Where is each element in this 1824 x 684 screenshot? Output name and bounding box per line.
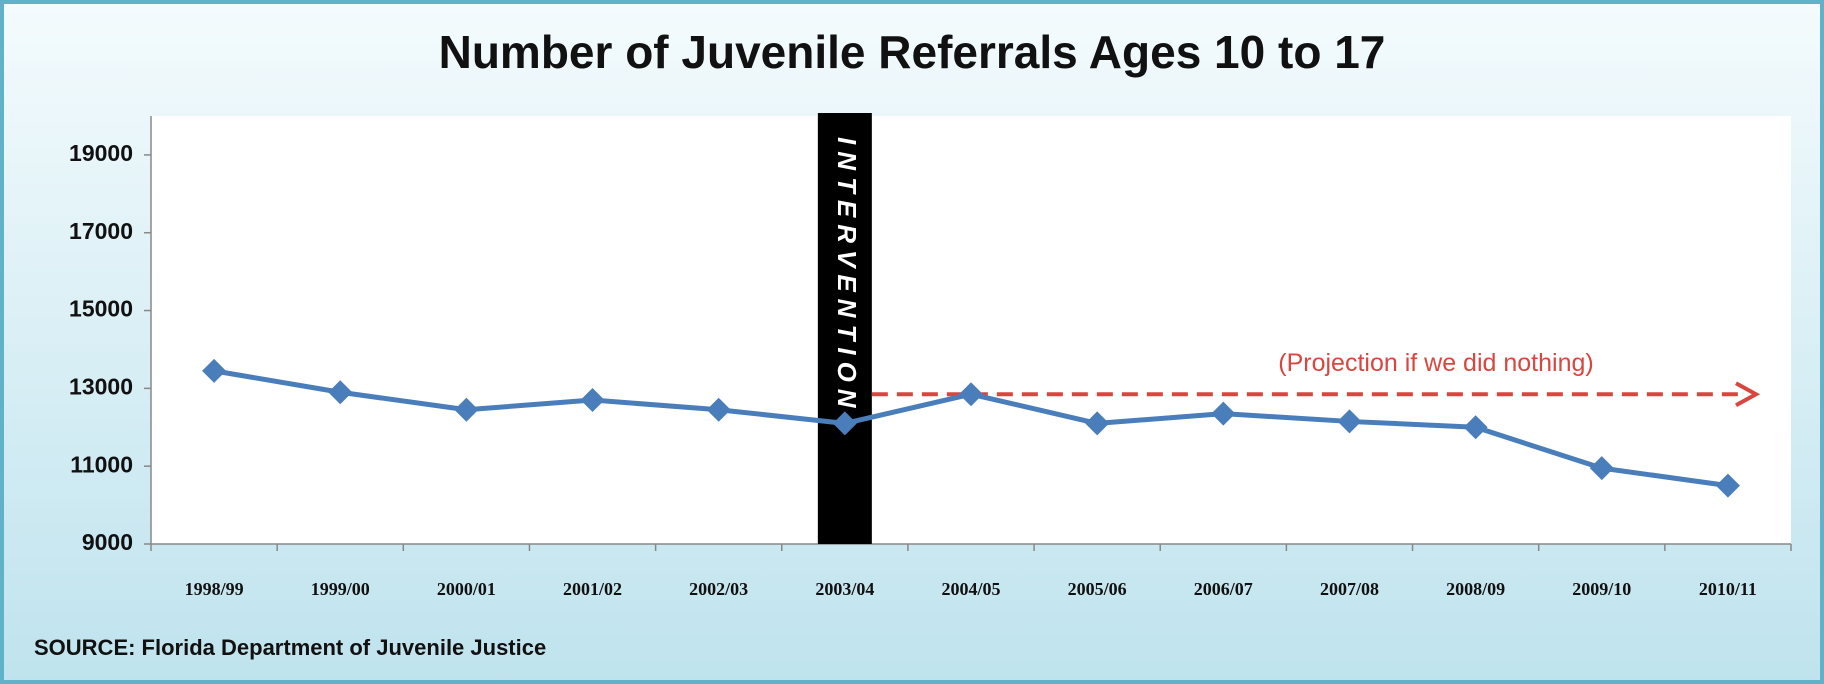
data-point — [1085, 411, 1110, 436]
data-point — [1337, 409, 1362, 434]
data-point — [1715, 473, 1740, 498]
data-point — [454, 397, 479, 422]
y-tick-label: 15000 — [69, 296, 133, 322]
data-point — [959, 382, 983, 407]
data-point — [1211, 401, 1236, 426]
data-point — [1589, 456, 1614, 481]
x-tick-label: 2007/08 — [1320, 579, 1379, 599]
y-tick-label: 17000 — [69, 218, 133, 244]
x-tick-label: 2010/11 — [1699, 579, 1757, 599]
source: SOURCE: Florida Department of Juvenile J… — [34, 635, 546, 660]
x-tick-label: 2003/04 — [815, 579, 874, 599]
data-point — [706, 397, 731, 422]
intervention-bar — [817, 113, 872, 544]
x-tick-label: 2000/01 — [437, 579, 496, 599]
y-tick-label: 11000 — [70, 451, 133, 477]
x-tick-label: 2004/05 — [941, 579, 1000, 599]
x-tick-label: 2009/10 — [1572, 579, 1631, 599]
x-tick-label: 2001/02 — [563, 579, 622, 599]
y-tick-label: 9000 — [82, 529, 133, 555]
y-tick-label: 19000 — [69, 140, 133, 166]
projection-label: (Projection if we did nothing) — [1278, 349, 1593, 377]
data-point — [1463, 415, 1488, 440]
chart-title: Number of Juvenile Referrals Ages 10 to … — [439, 26, 1386, 78]
x-tick-label: 2002/03 — [689, 579, 748, 599]
projection-arrow — [1735, 381, 1761, 407]
intervention-label: INTERVENTION — [832, 137, 862, 415]
plot-area — [151, 116, 1791, 544]
x-tick-label: 2006/07 — [1194, 579, 1253, 599]
data-point — [202, 358, 227, 383]
x-tick-label: 2008/09 — [1446, 579, 1505, 599]
x-tick-label: 2005/06 — [1068, 579, 1127, 599]
data-point — [832, 411, 857, 436]
data-point — [328, 380, 353, 405]
y-tick-label: 13000 — [69, 373, 133, 399]
x-tick-label: 1999/00 — [311, 579, 370, 599]
x-tick-label: 1998/99 — [185, 579, 244, 599]
data-point — [580, 388, 605, 413]
